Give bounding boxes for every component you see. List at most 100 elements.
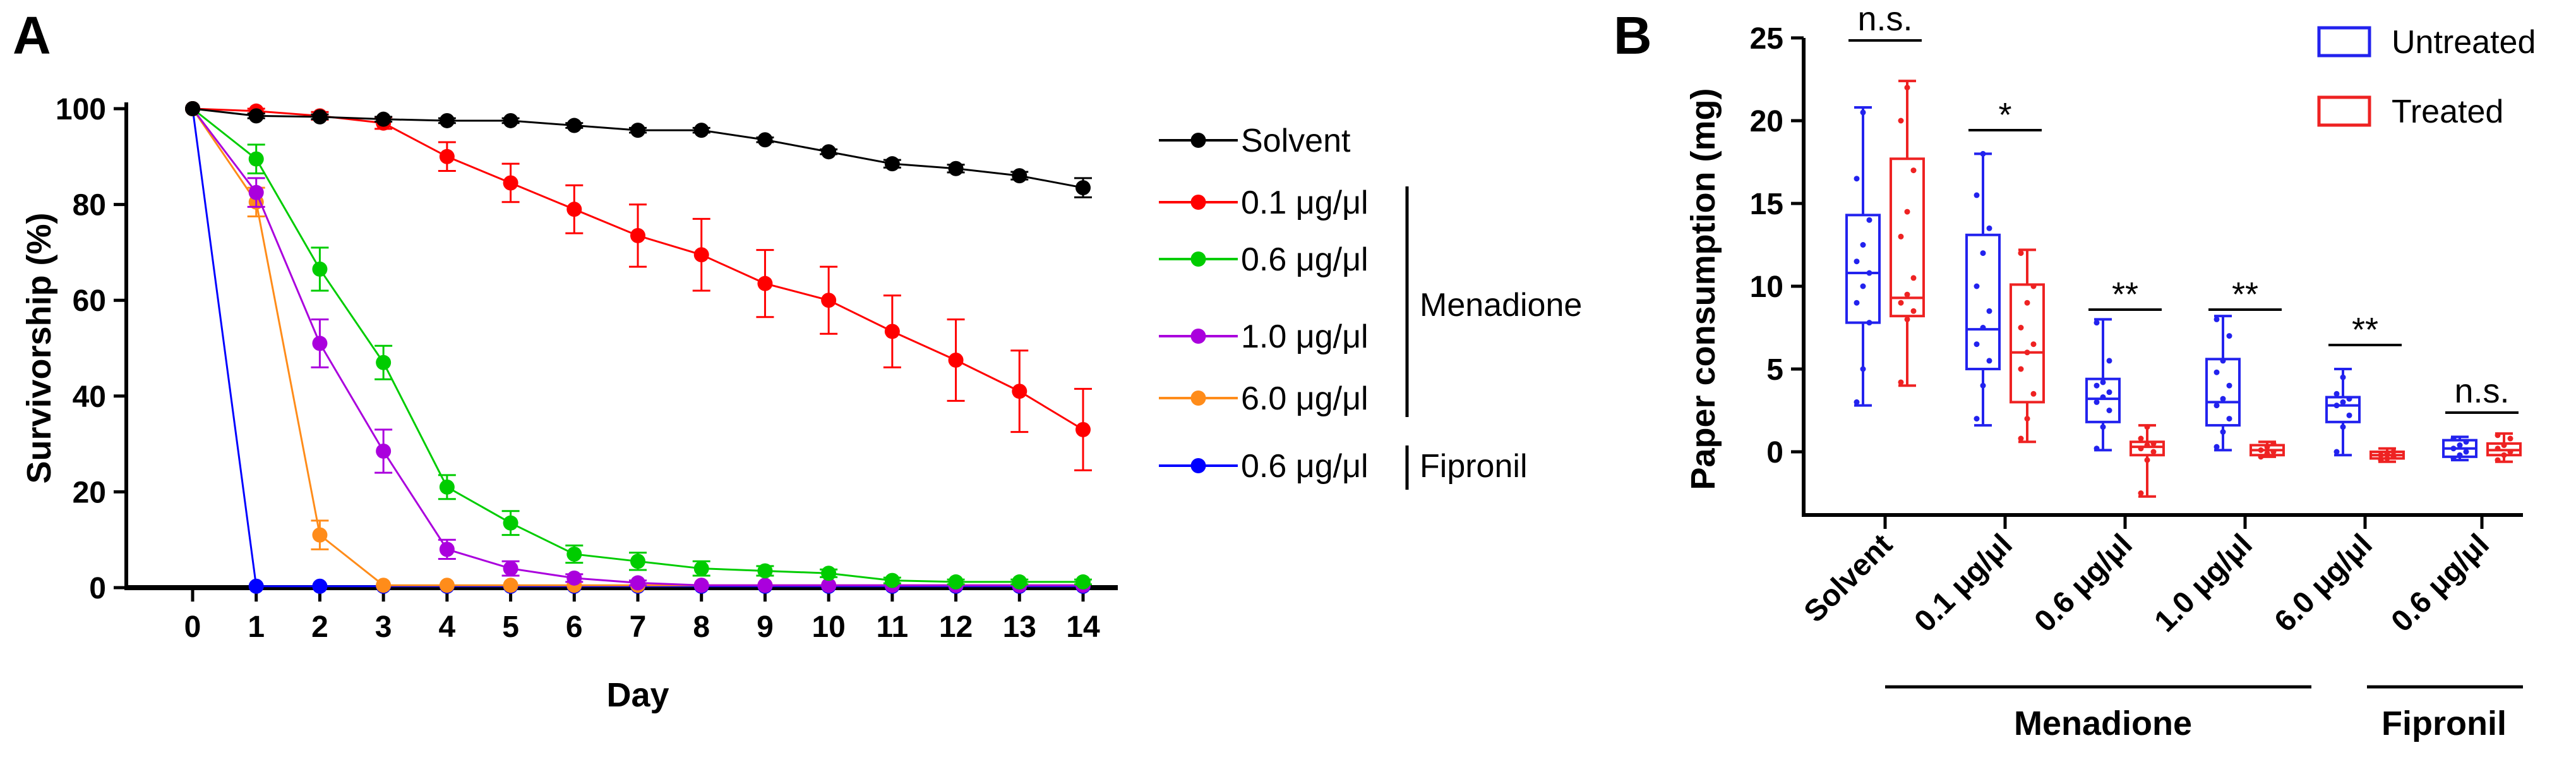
x-tick-label: Solvent [1798,528,1899,629]
data-point [1974,283,1980,289]
data-point [1854,300,1860,306]
data-point [1860,283,1866,289]
data-point [630,575,645,591]
data-point [1904,209,1910,215]
data-point [566,118,582,133]
data-point [1012,384,1027,399]
data-point [1898,233,1904,239]
series-0 [185,101,1092,198]
data-point [503,578,518,593]
data-point [2094,320,2100,326]
data-point [630,554,645,569]
data-point [2463,449,2469,455]
x-tick-label: 4 [439,610,456,644]
data-point [948,160,964,176]
data-point [2094,399,2100,405]
data-point [2384,451,2390,457]
data-point [439,542,455,557]
data-point [2144,424,2150,430]
data-point [693,123,709,138]
y-tick-label: 100 [56,93,106,126]
series-2 [185,101,1092,590]
data-point [1012,574,1027,590]
data-point [2495,457,2501,463]
data-point [1854,176,1860,182]
data-point [566,546,582,562]
data-point [2018,250,2024,257]
data-point [630,123,645,138]
data-point [2030,341,2037,348]
y-axis-label: Survivorship (%) [20,212,58,483]
data-point [2018,366,2024,372]
data-point [439,148,455,164]
data-point [884,156,900,172]
data-point [1986,308,1992,314]
y-tick-label: 10 [1750,270,1783,304]
x-tick-label: 9 [757,610,774,644]
legend-marker [1190,195,1206,210]
legend-label: Treated [2392,94,2503,130]
data-point [884,324,900,339]
data-point [757,563,773,579]
data-point [2138,445,2144,452]
data-point [2457,442,2463,449]
data-point [2463,439,2469,445]
y-axis-label: Paper consumption (mg) [1684,88,1722,490]
data-point [1866,320,1872,326]
data-point [376,111,392,127]
data-point [1898,118,1904,124]
x-tick-label: 0.6 μg/μl [2385,528,2496,638]
data-point [376,443,392,459]
data-point [1075,180,1091,196]
data-point [2457,452,2463,458]
box [2085,377,2121,423]
data-point [248,108,264,124]
legend-marker [1190,133,1206,148]
data-point [2450,445,2457,452]
data-point [312,578,328,594]
data-point [1980,325,1986,330]
data-point [2144,442,2150,449]
significance-label: ** [2232,276,2258,313]
x-tick-label: 11 [876,610,908,644]
x-tick-label: 1.0 μg/μl [2148,528,2259,638]
significance-label: n.s. [2454,372,2509,410]
y-tick-label: 0 [1766,436,1783,469]
legend-marker [1190,251,1206,267]
significance-label: * [1998,96,2011,134]
data-point [2270,440,2277,447]
data-point [2495,445,2501,452]
data-point [2333,391,2340,397]
x-tick-label: 2 [311,610,328,644]
x-tick-label: 13 [1003,610,1036,644]
data-point [2346,412,2352,418]
data-point [2214,403,2220,409]
box [2325,396,2361,423]
data-point [503,175,518,191]
box [2205,358,2241,427]
legend-marker [1190,391,1206,406]
data-point [566,570,582,586]
data-point [1974,416,1980,422]
data-point [185,101,200,116]
data-point [1860,109,1866,116]
box-series-0 [1845,106,2477,462]
series-1 [185,101,1092,471]
data-point [2094,445,2100,452]
legend-label: 6.0 μg/μl [1241,380,1369,417]
data-point [1974,192,1980,198]
data-point [1910,308,1917,314]
box [1965,233,2001,370]
data-point [2340,399,2346,405]
x-tick-label: 12 [939,610,973,644]
x-tick-label: 5 [502,610,519,644]
box [2010,283,2045,404]
data-point [1860,242,1866,248]
data-point [2220,429,2226,435]
data-point [630,227,645,243]
data-point [1910,167,1917,174]
data-point [2340,374,2346,380]
data-point [2214,369,2220,375]
data-point [312,336,328,351]
